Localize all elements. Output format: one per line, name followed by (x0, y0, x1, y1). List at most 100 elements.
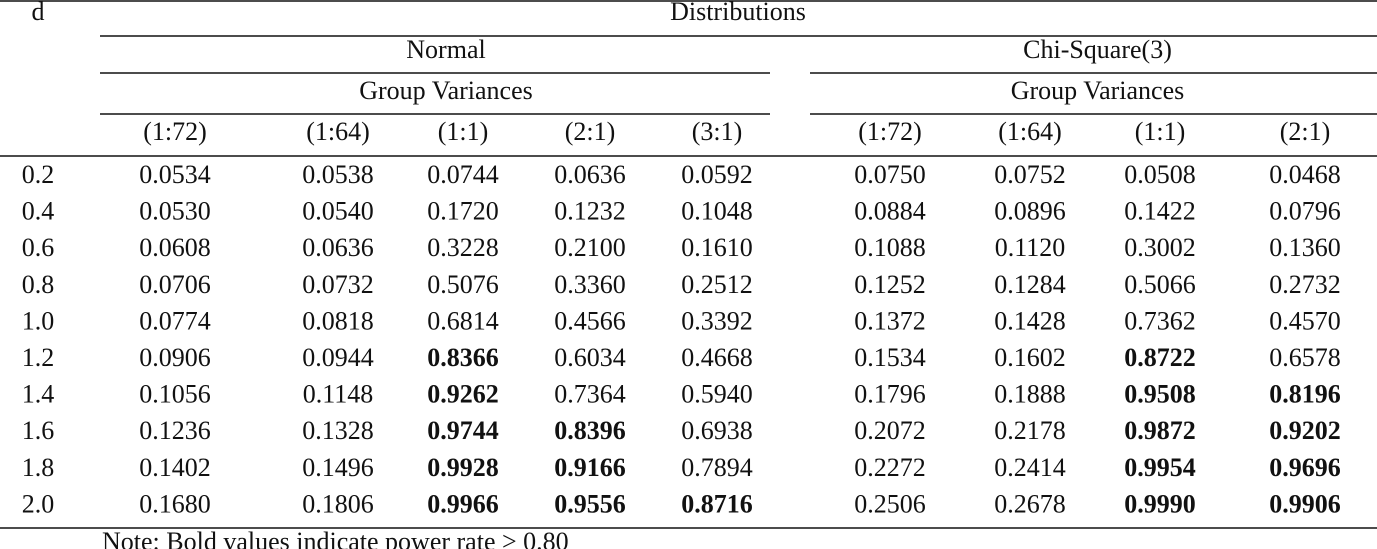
cell: 0.2732 (1269, 270, 1341, 299)
cell: 0.9990 (1124, 489, 1196, 518)
cell: 0.1236 (139, 416, 211, 445)
cell: 0.1422 (1124, 197, 1196, 226)
cell: 0.2414 (994, 453, 1066, 482)
cell: 0.0636 (302, 233, 374, 262)
cell: 0.9928 (427, 453, 499, 482)
cell: 0.2272 (854, 453, 926, 482)
cell: 0.2072 (854, 416, 926, 445)
cell: 0.9202 (1269, 416, 1341, 445)
column-header: (1:64) (306, 117, 370, 146)
cell: 0.1056 (139, 380, 211, 409)
row-label: 0.8 (22, 270, 55, 299)
cell: 0.1232 (554, 197, 626, 226)
cell: 0.0906 (139, 343, 211, 372)
cell: 0.9262 (427, 380, 499, 409)
cell: 0.1602 (994, 343, 1066, 372)
cell: 0.3002 (1124, 233, 1196, 262)
cell: 0.4668 (681, 343, 753, 372)
cell: 0.2100 (554, 233, 626, 262)
cell: 0.4566 (554, 306, 626, 335)
cell: 0.2178 (994, 416, 1066, 445)
cell: 0.1120 (995, 233, 1066, 262)
cell: 0.0540 (302, 197, 374, 226)
cell: 0.3228 (427, 233, 499, 262)
cell: 0.1088 (854, 233, 926, 262)
row-label: 0.2 (22, 160, 55, 189)
cell: 0.8396 (554, 416, 626, 445)
cell: 0.6578 (1269, 343, 1341, 372)
cell: 0.0744 (427, 160, 499, 189)
cell: 0.1360 (1269, 233, 1341, 262)
cell: 0.6814 (427, 306, 499, 335)
cell: 0.6034 (554, 343, 626, 372)
cell: 0.5940 (681, 380, 753, 409)
cell: 0.0508 (1124, 160, 1196, 189)
column-header: (2:1) (1280, 117, 1331, 146)
group-subheader: Group Variances (359, 76, 533, 105)
cell: 0.1284 (994, 270, 1066, 299)
row-label: 1.4 (22, 380, 55, 409)
cell: 0.8366 (427, 343, 499, 372)
column-header: (2:1) (565, 117, 616, 146)
cell: 0.7894 (681, 453, 753, 482)
row-label: 1.0 (22, 306, 55, 335)
cell: 0.3360 (554, 270, 626, 299)
cell: 0.9508 (1124, 380, 1196, 409)
cell: 0.1048 (681, 197, 753, 226)
cell: 0.0884 (854, 197, 926, 226)
cell: 0.6938 (681, 416, 753, 445)
header: Distributions (670, 0, 806, 26)
cell: 0.9906 (1269, 489, 1341, 518)
cell: 0.1148 (303, 380, 374, 409)
group-name: Normal (406, 35, 485, 64)
cell: 0.1888 (994, 380, 1066, 409)
cell: 0.0818 (302, 306, 374, 335)
row-label: 1.6 (22, 416, 55, 445)
column-header: (1:64) (998, 117, 1062, 146)
cell: 0.2506 (854, 489, 926, 518)
cell: 0.9966 (427, 489, 499, 518)
column-header: (1:72) (143, 117, 207, 146)
row-label: 0.6 (22, 233, 55, 262)
corner-label: d (32, 0, 45, 26)
cell: 0.0774 (139, 306, 211, 335)
group-name: Chi-Square(3) (1023, 35, 1172, 64)
cell: 0.1796 (854, 380, 926, 409)
cell: 0.1428 (994, 306, 1066, 335)
cell: 0.2678 (994, 489, 1066, 518)
cell: 0.0752 (994, 160, 1066, 189)
cell: 0.9744 (427, 416, 499, 445)
cell: 0.1610 (681, 233, 753, 262)
cell: 0.9696 (1269, 453, 1341, 482)
cell: 0.7364 (554, 380, 626, 409)
cell: 0.0530 (139, 197, 211, 226)
cell: 0.9872 (1124, 416, 1196, 445)
cell: 0.1328 (302, 416, 374, 445)
row-label: 1.2 (22, 343, 55, 372)
cell: 0.1402 (139, 453, 211, 482)
cell: 0.0538 (302, 160, 374, 189)
row-label: 2.0 (22, 489, 55, 518)
cell: 0.0732 (302, 270, 374, 299)
note: Note: Bold values indicate power rate > … (102, 527, 569, 549)
cell: 0.0750 (854, 160, 926, 189)
column-header: (1:1) (1135, 117, 1186, 146)
cell: 0.8196 (1269, 380, 1341, 409)
cell: 0.8716 (681, 489, 753, 518)
row-label: 0.4 (22, 197, 55, 226)
cell: 0.5066 (1124, 270, 1196, 299)
cell: 0.0608 (139, 233, 211, 262)
cell: 0.1720 (427, 197, 499, 226)
cell: 0.1806 (302, 489, 374, 518)
cell: 0.0636 (554, 160, 626, 189)
cell: 0.1496 (302, 453, 374, 482)
cell: 0.9166 (554, 453, 626, 482)
cell: 0.3392 (681, 306, 753, 335)
cell: 0.1680 (139, 489, 211, 518)
cell: 0.0896 (994, 197, 1066, 226)
row-label: 1.8 (22, 453, 55, 482)
cell: 0.1372 (854, 306, 926, 335)
cell: 0.0534 (139, 160, 211, 189)
cell: 0.1534 (854, 343, 926, 372)
